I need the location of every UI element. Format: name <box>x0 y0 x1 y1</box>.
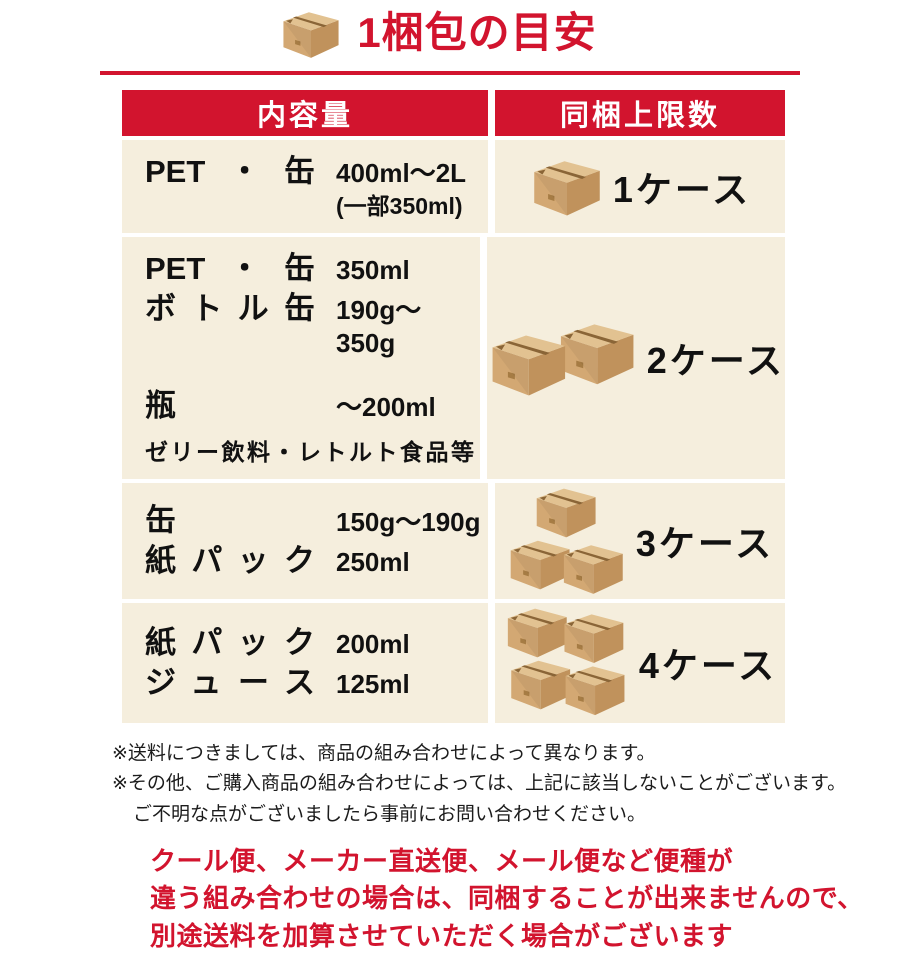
content-label: PET・缶 <box>145 154 315 189</box>
content-value: 125ml <box>336 668 410 699</box>
case-count-label: 2ケース <box>646 340 785 382</box>
case-cell: 2ケース <box>486 237 785 479</box>
table-row: 紙パック 200ml ジュース 125ml 4ケース <box>122 602 785 723</box>
page-title: 1梱包の目安 <box>357 9 597 57</box>
content-value: 200ml <box>336 629 410 660</box>
content-line: 紙パック 200ml <box>145 623 488 663</box>
content-value: 190g〜350g <box>336 294 422 359</box>
content-line: PET・缶 400ml〜2L <box>145 152 488 192</box>
cardboard-boxes-icon <box>510 488 623 594</box>
content-value: 250ml <box>336 546 410 577</box>
warning-line: 別途送料を加算させていただく場合がございます <box>150 920 734 951</box>
cardboard-boxes-icon <box>492 323 634 396</box>
shipping-warning: クール便、メーカー直送便、メール便など便種が 違う組み合わせの場合は、同梱するこ… <box>150 843 900 955</box>
content-value: 350ml <box>336 255 410 286</box>
content-label: 紙パック <box>145 625 315 661</box>
column-header-content-volume: 内容量 <box>122 90 488 136</box>
content-cell: PET・缶 400ml〜2L (一部350ml) <box>122 140 488 234</box>
content-line: 瓶 〜200ml <box>145 386 480 426</box>
footnote: ※送料につきましては、商品の組み合わせによって異なります。 <box>112 742 656 764</box>
warning-line: クール便、メーカー直送便、メール便など便種が <box>150 846 734 877</box>
content-label: 缶 <box>145 503 176 539</box>
case-cell: 3ケース <box>495 482 785 599</box>
content-value: 400ml〜2L <box>336 158 467 188</box>
content-line: ジュース 125ml <box>145 663 488 703</box>
content-value: 〜200ml <box>336 392 436 423</box>
table-row: 缶 150g〜190g 紙パック 250ml 3ケース <box>122 482 785 599</box>
case-count-label: 1ケース <box>612 168 752 210</box>
case-count-label: 4ケース <box>638 644 778 686</box>
content-line: PET・缶 350ml <box>145 249 480 289</box>
content-label: PET・缶 <box>145 251 315 287</box>
content-cell: 缶 150g〜190g 紙パック 250ml <box>122 482 488 599</box>
table-header-row: 内容量 同梱上限数 <box>122 90 785 136</box>
footnote: ご不明な点がございましたら事前にお問い合わせください。 <box>133 803 647 825</box>
content-note: ゼリー飲料・レトルト食品等 <box>145 438 477 465</box>
cardboard-boxes-icon <box>507 608 625 716</box>
content-cell: PET・缶 350ml ボトル缶 190g〜350g 瓶 〜200ml ゼリー飲… <box>122 237 480 479</box>
table-row: PET・缶 350ml ボトル缶 190g〜350g 瓶 〜200ml ゼリー飲… <box>122 237 785 479</box>
page-header: 1梱包の目安 <box>0 0 888 60</box>
warning-line: 違う組み合わせの場合は、同梱することが出来ませんので、 <box>150 883 864 914</box>
content-line: ボトル缶 190g〜350g <box>145 289 480 361</box>
content-label: ジュース <box>145 664 315 700</box>
footnotes: ※送料につきましては、商品の組み合わせによって異なります。 ※その他、ご購入商品… <box>112 739 900 830</box>
content-label: 紙パック <box>145 542 315 578</box>
column-header-max-bundle: 同梱上限数 <box>495 90 785 136</box>
case-cell: 1ケース <box>495 140 785 234</box>
case-count-label: 3ケース <box>635 522 775 564</box>
table-row: PET・缶 400ml〜2L (一部350ml) 1ケース <box>122 140 785 234</box>
content-value-note: (一部350ml) <box>336 192 463 219</box>
case-cell: 4ケース <box>495 602 785 723</box>
content-cell: 紙パック 200ml ジュース 125ml <box>122 602 488 723</box>
content-line: (一部350ml) <box>145 192 488 221</box>
cardboard-box-icon <box>534 161 600 216</box>
red-divider <box>100 71 800 75</box>
footnote: ※その他、ご購入商品の組み合わせによっては、上記に該当しないことがございます。 <box>112 773 847 795</box>
packing-table: 内容量 同梱上限数 PET・缶 400ml〜2L (一部350ml) 1ケース <box>122 90 785 723</box>
content-line: 紙パック 250ml <box>145 541 488 581</box>
content-label: 瓶 <box>145 388 176 424</box>
cardboard-box-icon <box>283 12 339 58</box>
content-line: 缶 150g〜190g <box>145 501 488 541</box>
content-label: ボトル缶 <box>145 290 315 326</box>
content-value: 150g〜190g <box>336 507 481 538</box>
